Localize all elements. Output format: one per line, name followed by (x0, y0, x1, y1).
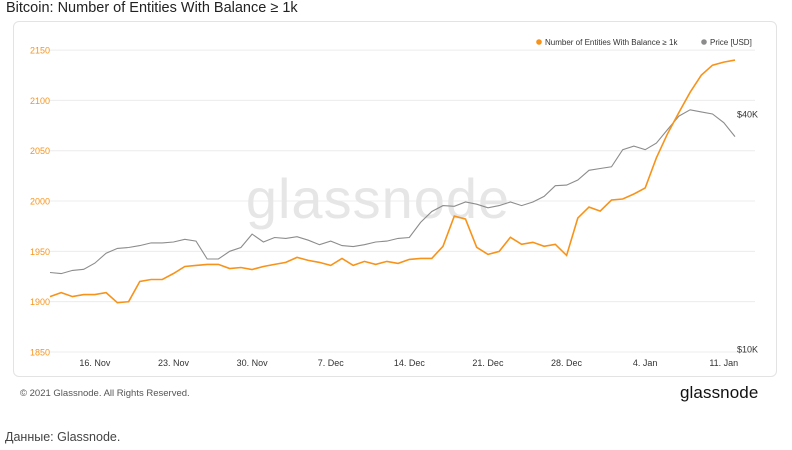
x-tick-label: 23. Nov (158, 358, 190, 368)
x-tick-label: 4. Jan (633, 358, 658, 368)
y-left-tick-label: 1900 (30, 297, 50, 307)
entities-series-line (49, 59, 736, 304)
legend-marker-entities (536, 39, 542, 45)
y-left-tick-label: 2150 (30, 46, 50, 56)
y-right-tick-label: $40K (737, 110, 758, 120)
watermark-text: glassnode (246, 167, 510, 230)
y-left-tick-label: 1850 (30, 348, 50, 358)
chart-card (13, 21, 777, 377)
y-right-tick-label: $10K (737, 345, 758, 355)
legend-label-price: Price [USD] (710, 38, 752, 47)
y-left-tick-label: 2000 (30, 197, 50, 207)
copyright-text: © 2021 Glassnode. All Rights Reserved. (20, 388, 190, 399)
x-tick-label: 30. Nov (237, 358, 269, 368)
chart-svg: 1850 1900 1950 2000 2050 2100 2150 $10K $40K glas… (30, 38, 758, 368)
y-left-tick-label: 2100 (30, 96, 50, 106)
legend-label-entities: Number of Entities With Balance ≥ 1k (545, 38, 678, 47)
x-tick-label: 11. Jan (709, 358, 738, 368)
x-tick-label: 14. Dec (394, 358, 426, 368)
legend-marker-price (701, 39, 707, 45)
chart-title: Bitcoin: Number of Entities With Balance… (6, 0, 298, 16)
x-tick-label: 16. Nov (79, 358, 111, 368)
x-tick-label: 21. Dec (472, 358, 504, 368)
x-tick-label: 7. Dec (318, 358, 345, 368)
glassnode-logo[interactable]: glassnode (680, 383, 759, 402)
x-tick-label: 28. Dec (551, 358, 583, 368)
price-series-line (49, 109, 736, 275)
data-source-caption: Данные: Glassnode. (5, 430, 121, 444)
y-left-tick-label: 2050 (30, 146, 50, 156)
y-left-tick-label: 1950 (30, 247, 50, 257)
